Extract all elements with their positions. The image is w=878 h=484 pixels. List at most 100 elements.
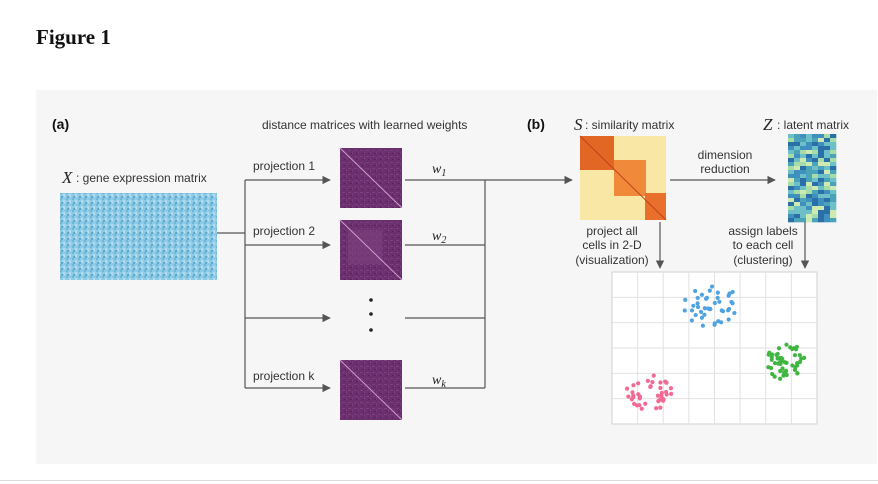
cluster-point xyxy=(784,360,789,365)
z-caption: : latent matrix xyxy=(777,118,849,132)
cluster-point xyxy=(658,385,663,391)
cluster-point xyxy=(726,317,731,322)
assign-note: to each cell xyxy=(733,238,794,252)
cluster-point xyxy=(726,293,731,298)
project-note: project all xyxy=(586,224,637,238)
cluster-point xyxy=(637,396,642,401)
cluster-point xyxy=(720,309,726,314)
assign-note: assign labels xyxy=(728,224,797,238)
similarity-matrix xyxy=(579,135,667,221)
cluster-point xyxy=(778,368,783,374)
cluster-point xyxy=(639,406,644,411)
cluster-point xyxy=(776,346,782,351)
cluster-point xyxy=(661,397,666,402)
cluster-point xyxy=(695,301,700,306)
cluster-point xyxy=(626,394,631,399)
cluster-point xyxy=(699,292,705,297)
cluster-point xyxy=(664,380,669,385)
cluster-point xyxy=(707,288,712,293)
cluster-point xyxy=(689,308,695,313)
cluster-point xyxy=(778,376,783,381)
weight-label: w1 xyxy=(432,162,446,179)
figure-title: Figure 1 xyxy=(36,25,111,49)
panel-a-label: (a) xyxy=(52,116,69,132)
cluster-point xyxy=(668,386,674,391)
cluster-point xyxy=(632,401,637,406)
cluster-point xyxy=(794,361,800,366)
cluster-point xyxy=(702,312,707,317)
projection-label: projection 1 xyxy=(253,159,315,173)
cluster-point xyxy=(689,318,694,323)
cluster-point xyxy=(792,353,798,358)
cluster-point xyxy=(793,365,798,370)
cluster-point xyxy=(682,308,687,313)
x-caption: : gene expression matrix xyxy=(76,171,207,185)
cluster-point xyxy=(658,405,663,410)
cluster-point xyxy=(784,368,789,373)
cluster-point xyxy=(654,406,659,411)
gene-expression-matrix xyxy=(60,193,217,280)
cluster-point xyxy=(693,312,698,318)
cluster-point xyxy=(624,386,630,391)
cluster-point xyxy=(658,380,663,385)
cluster-point xyxy=(795,371,800,376)
cluster-point xyxy=(730,289,735,295)
cluster-point xyxy=(715,295,720,300)
cluster-point xyxy=(693,288,698,294)
cluster-point xyxy=(645,378,650,383)
cluster-point xyxy=(636,381,641,386)
cluster-point xyxy=(629,397,634,402)
cluster-point xyxy=(695,304,701,310)
project-note: (visualization) xyxy=(575,253,648,267)
cluster-point xyxy=(709,284,715,289)
cluster-point xyxy=(637,403,642,408)
cluster-point xyxy=(777,360,783,365)
cluster-point xyxy=(630,390,635,395)
weight-label: w2 xyxy=(432,229,446,246)
panel-b-label: (b) xyxy=(527,116,545,132)
z-symbol: Z xyxy=(763,115,773,134)
cluster-point xyxy=(648,384,653,389)
cluster-point xyxy=(793,347,799,352)
dimension-reduction-label: dimension xyxy=(698,148,753,162)
cluster-point xyxy=(706,306,711,311)
x-symbol: X xyxy=(61,168,73,187)
cluster-point xyxy=(775,351,780,357)
ellipsis-dots xyxy=(369,298,373,332)
project-note: cells in 2-D xyxy=(582,238,642,252)
cluster-point xyxy=(715,290,720,295)
cluster-point xyxy=(651,373,656,378)
distance-matrix xyxy=(339,359,403,421)
divider xyxy=(0,480,878,481)
cluster-point xyxy=(802,355,807,360)
latent-matrix xyxy=(788,134,837,223)
distance-matrix xyxy=(339,219,403,281)
cluster-point xyxy=(772,374,777,379)
cluster-point xyxy=(784,372,789,378)
cluster-point xyxy=(768,365,774,371)
cluster-point xyxy=(719,320,724,325)
cluster-point xyxy=(650,379,655,385)
cluster-point xyxy=(729,299,734,305)
cluster-point xyxy=(631,383,636,388)
projection-label: projection 2 xyxy=(253,224,315,238)
cluster-point xyxy=(769,357,774,362)
scatter-plot xyxy=(611,271,818,425)
s-symbol: S xyxy=(574,115,583,134)
projection-label: projection k xyxy=(253,369,315,383)
cluster-point xyxy=(695,295,700,301)
cluster-point xyxy=(712,300,717,306)
distance-header: distance matrices with learned weights xyxy=(262,118,467,132)
cluster-point xyxy=(664,392,669,397)
weight-label: wk xyxy=(432,373,446,390)
s-caption: : similarity matrix xyxy=(585,118,674,132)
cluster-point xyxy=(704,295,710,301)
cluster-point xyxy=(772,360,778,366)
cluster-point xyxy=(732,310,737,316)
cluster-point xyxy=(726,306,732,312)
cluster-point xyxy=(784,342,789,347)
cluster-point xyxy=(766,352,771,357)
cluster-point xyxy=(790,346,795,352)
cluster-point xyxy=(699,315,705,320)
